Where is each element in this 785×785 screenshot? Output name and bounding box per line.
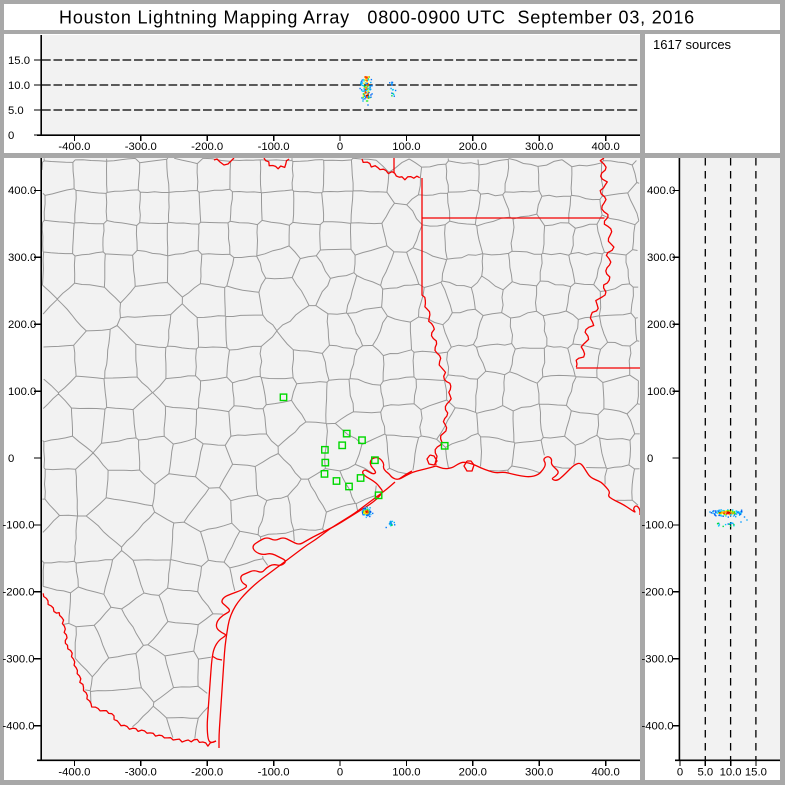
svg-text:400.0: 400.0 — [8, 185, 36, 197]
svg-text:1617 sources: 1617 sources — [653, 37, 732, 52]
svg-text:200.0: 200.0 — [459, 767, 487, 779]
svg-text:300.0: 300.0 — [525, 141, 553, 153]
svg-text:200.0: 200.0 — [459, 141, 487, 153]
svg-text:15.0: 15.0 — [8, 55, 30, 67]
svg-text:0: 0 — [647, 453, 653, 465]
svg-text:-200.0: -200.0 — [191, 767, 223, 779]
svg-text:0: 0 — [337, 141, 343, 153]
svg-text:5.0: 5.0 — [697, 767, 713, 779]
svg-text:200.0: 200.0 — [8, 319, 36, 331]
svg-text:300.0: 300.0 — [647, 252, 675, 264]
svg-text:-400.0: -400.0 — [58, 767, 90, 779]
svg-text:100.0: 100.0 — [392, 141, 420, 153]
svg-text:-100.0: -100.0 — [258, 141, 290, 153]
svg-text:200.0: 200.0 — [647, 319, 675, 331]
svg-text:10.0: 10.0 — [720, 767, 742, 779]
svg-text:15.0: 15.0 — [745, 767, 767, 779]
svg-text:400.0: 400.0 — [647, 185, 675, 197]
svg-text:100.0: 100.0 — [8, 386, 36, 398]
svg-text:0: 0 — [677, 767, 683, 779]
svg-text:-300.0: -300.0 — [642, 654, 674, 666]
svg-text:0: 0 — [8, 130, 14, 142]
svg-text:-200.0: -200.0 — [3, 587, 35, 599]
svg-text:400.0: 400.0 — [591, 141, 619, 153]
svg-text:-200.0: -200.0 — [191, 141, 223, 153]
svg-text:0: 0 — [337, 767, 343, 779]
svg-text:-200.0: -200.0 — [642, 587, 674, 599]
svg-text:100.0: 100.0 — [647, 386, 675, 398]
svg-text:300.0: 300.0 — [8, 252, 36, 264]
svg-text:5.0: 5.0 — [8, 105, 24, 117]
svg-text:-300.0: -300.0 — [3, 654, 35, 666]
svg-text:-100.0: -100.0 — [258, 767, 290, 779]
svg-text:10.0: 10.0 — [8, 80, 30, 92]
svg-text:-400.0: -400.0 — [642, 720, 674, 732]
svg-text:400.0: 400.0 — [591, 767, 619, 779]
svg-text:-400.0: -400.0 — [3, 720, 35, 732]
svg-text:0: 0 — [8, 453, 14, 465]
svg-text:-300.0: -300.0 — [125, 141, 157, 153]
svg-text:-400.0: -400.0 — [58, 141, 90, 153]
svg-text:300.0: 300.0 — [525, 767, 553, 779]
svg-text:-100.0: -100.0 — [3, 520, 35, 532]
svg-text:-100.0: -100.0 — [642, 520, 674, 532]
svg-text:Houston Lightning Mapping Arra: Houston Lightning Mapping Array 0800-090… — [59, 8, 695, 28]
svg-text:-300.0: -300.0 — [125, 767, 157, 779]
svg-text:100.0: 100.0 — [392, 767, 420, 779]
